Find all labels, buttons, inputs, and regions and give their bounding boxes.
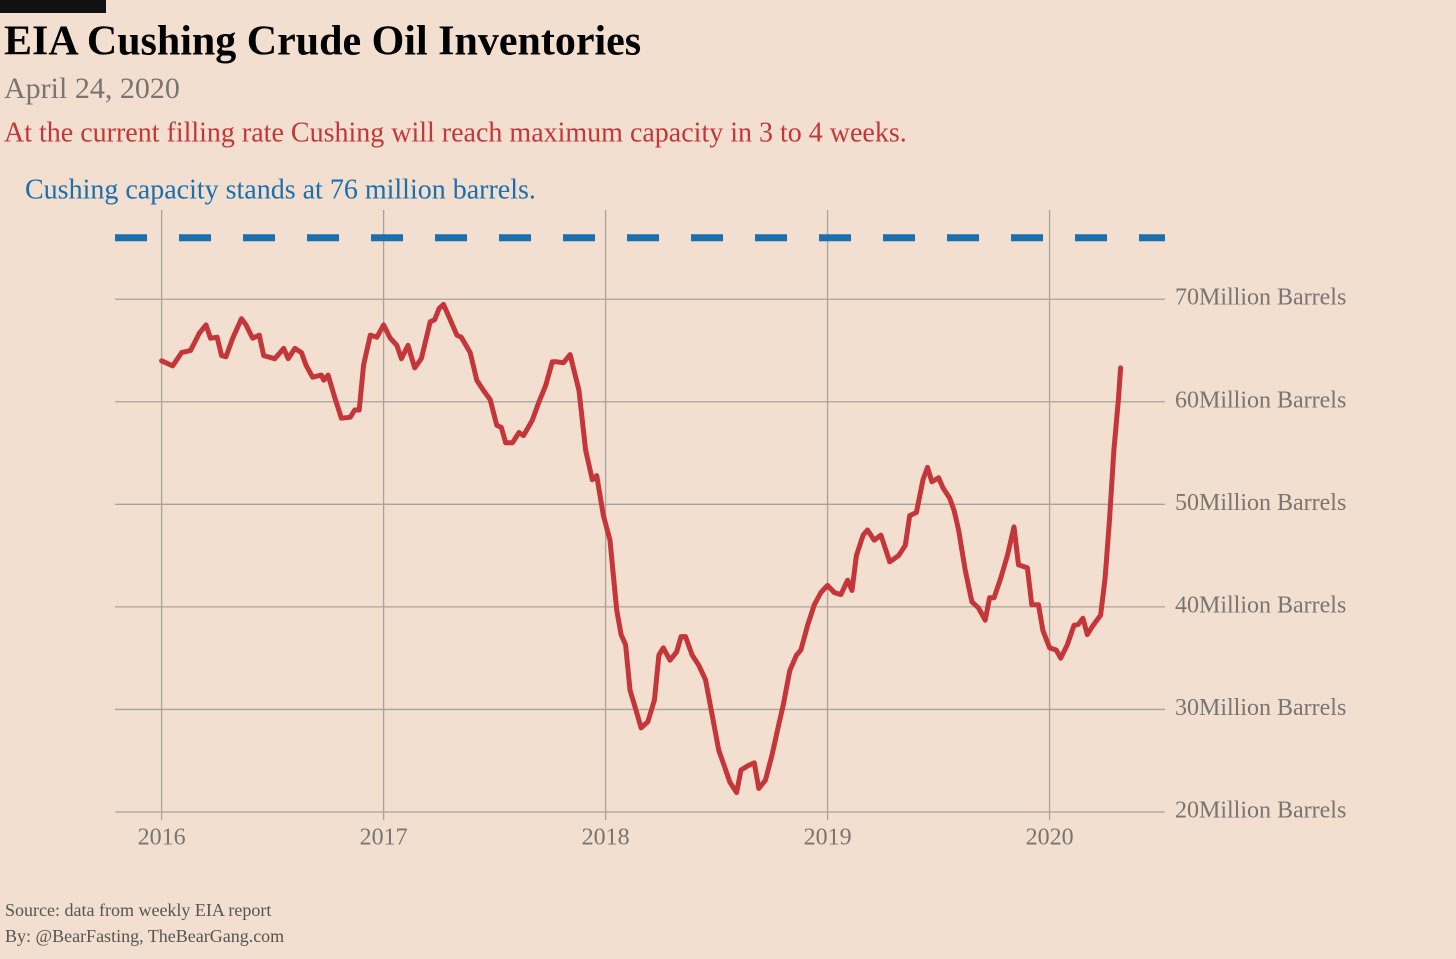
y-tick-label: 20Million Barrels [1175, 798, 1346, 824]
x-tick-label: 2018 [582, 825, 630, 851]
y-tick-label: 40Million Barrels [1175, 592, 1346, 618]
chart-subtitle: April 24, 2020 [4, 72, 180, 105]
x-tick-label: 2020 [1026, 825, 1074, 851]
chart-title: EIA Cushing Crude Oil Inventories [4, 19, 641, 65]
chart-note: At the current filling rate Cushing will… [4, 117, 907, 148]
inventory-line [159, 301, 1124, 795]
y-tick-label: 30Million Barrels [1175, 695, 1346, 721]
byline: By: @BearFasting, TheBearGang.com [5, 926, 284, 946]
y-tick-label: 70Million Barrels [1175, 285, 1346, 311]
x-tick-label: 2019 [804, 825, 852, 851]
x-tick-label: 2017 [360, 825, 408, 851]
source: Source: data from weekly EIA report [5, 900, 271, 920]
y-tick-label: 60Million Barrels [1175, 387, 1346, 413]
capacity-label: Cushing capacity stands at 76 million ba… [25, 174, 536, 205]
x-tick-label: 2016 [138, 825, 186, 851]
y-tick-label: 50Million Barrels [1175, 490, 1346, 516]
corner-bar [0, 0, 106, 13]
